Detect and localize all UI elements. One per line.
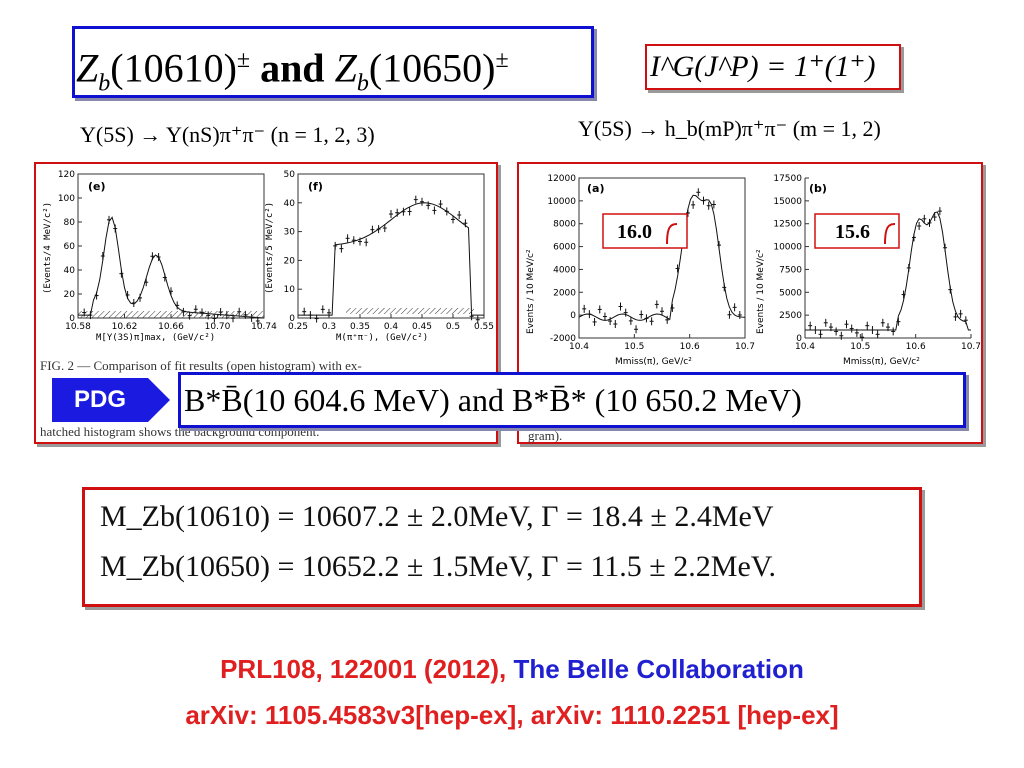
- plot-e-fit-histogram: [78, 216, 265, 319]
- plot-a-xtick: 10.7: [735, 342, 755, 352]
- right-caption-end: gram).: [528, 428, 563, 443]
- plot-b-xtick: 10.7: [961, 342, 981, 352]
- plot-a-ytick: 0: [570, 311, 576, 321]
- plot-a-xtick: 10.4: [569, 342, 589, 352]
- plot-b-ylabel: Events / 10 MeV/c²: [756, 249, 766, 334]
- plot-f-xtick: 0.5: [446, 322, 460, 332]
- title-frame: [72, 26, 594, 98]
- quantum-numbers-frame: [645, 44, 901, 90]
- plot-f-ytick: 10: [284, 285, 296, 295]
- left-caption-line-1: FIG. 2 — Comparison of fit results (open…: [40, 358, 362, 373]
- plot-e-xtick: 10.62: [112, 322, 138, 332]
- reference-line-1: PRL108, 122001 (2012), The Belle Collabo…: [220, 654, 804, 684]
- plot-e-xlabel: M[Υ(3S)π]max, (GeV/c²): [96, 333, 215, 343]
- mass-line-zb10610: M_Zb(10610) = 10607.2 ± 2.0MeV, Γ = 18.4…: [100, 500, 774, 533]
- pdg-thresholds: B*B̄(10 604.6 MeV) and B*B̄* (10 650.2 M…: [184, 382, 802, 418]
- plot-e-ytick: 60: [64, 242, 76, 252]
- plot-e-xtick: 10.66: [158, 322, 184, 332]
- peak-label-a: 16.0: [617, 221, 652, 243]
- plot-f-ytick: 50: [284, 170, 296, 180]
- plot-f-xlabel: M(π⁺π⁻), (GeV/c²): [336, 333, 428, 343]
- plot-e-ytick: 20: [64, 290, 76, 300]
- plot-e-ytick: 0: [69, 314, 75, 324]
- plot-e-ytick: 120: [58, 170, 75, 180]
- plot-a-ytick: 8000: [553, 220, 576, 230]
- peak-box-a: [602, 213, 688, 249]
- plot-f-xtick: 0.45: [412, 322, 432, 332]
- plot-a-ytick: 2000: [553, 288, 576, 298]
- plot-a-ytick: 4000: [553, 265, 576, 275]
- plot-e-xtick: 10.70: [205, 322, 231, 332]
- reference-line-2: arXiv: 1105.4583v3[hep-ex], arXiv: 1110.…: [185, 700, 839, 730]
- plot-b-ytick: 0: [796, 334, 802, 344]
- plot-f-fit-histogram: [298, 202, 484, 316]
- mass-results-frame: [82, 487, 922, 607]
- plot-f-ytick: 30: [284, 228, 296, 238]
- plot-b-xtick: 10.5: [850, 342, 870, 352]
- plot-e-ytick: 80: [64, 218, 76, 228]
- pdg-frame: [178, 372, 966, 428]
- plot-b-ytick: 15000: [773, 197, 802, 207]
- pdg-tag: PDG: [52, 378, 148, 422]
- plot-b-ytick: 17500: [773, 174, 802, 184]
- plot-a-xtick: 10.6: [680, 342, 700, 352]
- plot-a-ytick: 12000: [547, 174, 576, 184]
- plot-f-ytick: 40: [284, 199, 296, 209]
- plot-a-xtick: 10.5: [624, 342, 644, 352]
- plot-b-ytick: 7500: [779, 265, 802, 275]
- plot-a-ytick: 10000: [547, 197, 576, 207]
- plot-e-label: (e): [88, 180, 106, 193]
- plot-e-background: [78, 311, 264, 318]
- mass-line-zb10650: M_Zb(10650) = 10652.2 ± 1.5MeV, Γ = 11.5…: [100, 550, 777, 583]
- plot-b-ytick: 12500: [773, 220, 802, 230]
- plot-e-xtick: 10.58: [65, 322, 91, 332]
- plot-f-ylabel: (Events/5 MeV/c²): [265, 202, 275, 294]
- decay-left: Υ(5S) → Υ(nS)π⁺π⁻ (n = 1, 2, 3): [80, 122, 375, 147]
- plot-e-ylabel: (Events/4 MeV/c²): [43, 202, 53, 294]
- plot-e-ytick: 40: [64, 266, 76, 276]
- peak-bracket-a: [666, 223, 678, 245]
- plot-b-ytick: 2500: [779, 311, 802, 321]
- plot-a-ytick: 6000: [553, 243, 576, 253]
- plot-e-ytick: 100: [58, 194, 75, 204]
- plot-b-label: (b): [809, 182, 827, 195]
- plot-b-xtick: 10.4: [795, 342, 815, 352]
- plot-e-xtick: 10.74: [251, 322, 277, 332]
- plot-f-xtick: 0.4: [384, 322, 399, 332]
- plot-f-xtick: 0.25: [288, 322, 308, 332]
- peak-label-b: 15.6: [835, 221, 870, 243]
- plot-f-xtick: 0.55: [474, 322, 494, 332]
- plot-f-xtick: 0.35: [350, 322, 370, 332]
- plot-b-xlabel: Mmiss(π), GeV/c²: [843, 357, 920, 367]
- plot-a-ytick: -2000: [550, 334, 576, 344]
- plot-b-ytick: 5000: [779, 288, 802, 298]
- left-plots-svg: (e) (Events/4 MeV/c²) M[Υ(3S)π]max, (GeV…: [43, 170, 494, 343]
- plot-a-xlabel: Mmiss(π), GeV/c²: [615, 357, 692, 367]
- slide-title: Zb(10610)± and Zb(10650)±: [76, 45, 509, 97]
- right-plots-svg: (a) Events / 10 MeV/c² Mmiss(π), GeV/c² …: [526, 174, 981, 367]
- peak-bracket-b: [884, 223, 896, 245]
- quantum-numbers: I^G(J^P) = 1⁺(1⁺): [650, 50, 876, 83]
- plot-f-background: [346, 308, 474, 314]
- plot-f-ytick: 20: [284, 256, 296, 266]
- plot-f-ytick: 0: [289, 314, 295, 324]
- plot-f-xtick: 0.3: [322, 322, 336, 332]
- plot-a-ylabel: Events / 10 MeV/c²: [526, 249, 536, 334]
- decay-right: Υ(5S) → h_b(mP)π⁺π⁻ (m = 1, 2): [578, 116, 881, 141]
- plot-f-label: (f): [308, 180, 323, 193]
- plot-b-xtick: 10.6: [906, 342, 926, 352]
- plot-a-label: (a): [587, 182, 604, 195]
- pdg-arrow-icon: [148, 378, 170, 422]
- plot-b-ytick: 10000: [773, 243, 802, 253]
